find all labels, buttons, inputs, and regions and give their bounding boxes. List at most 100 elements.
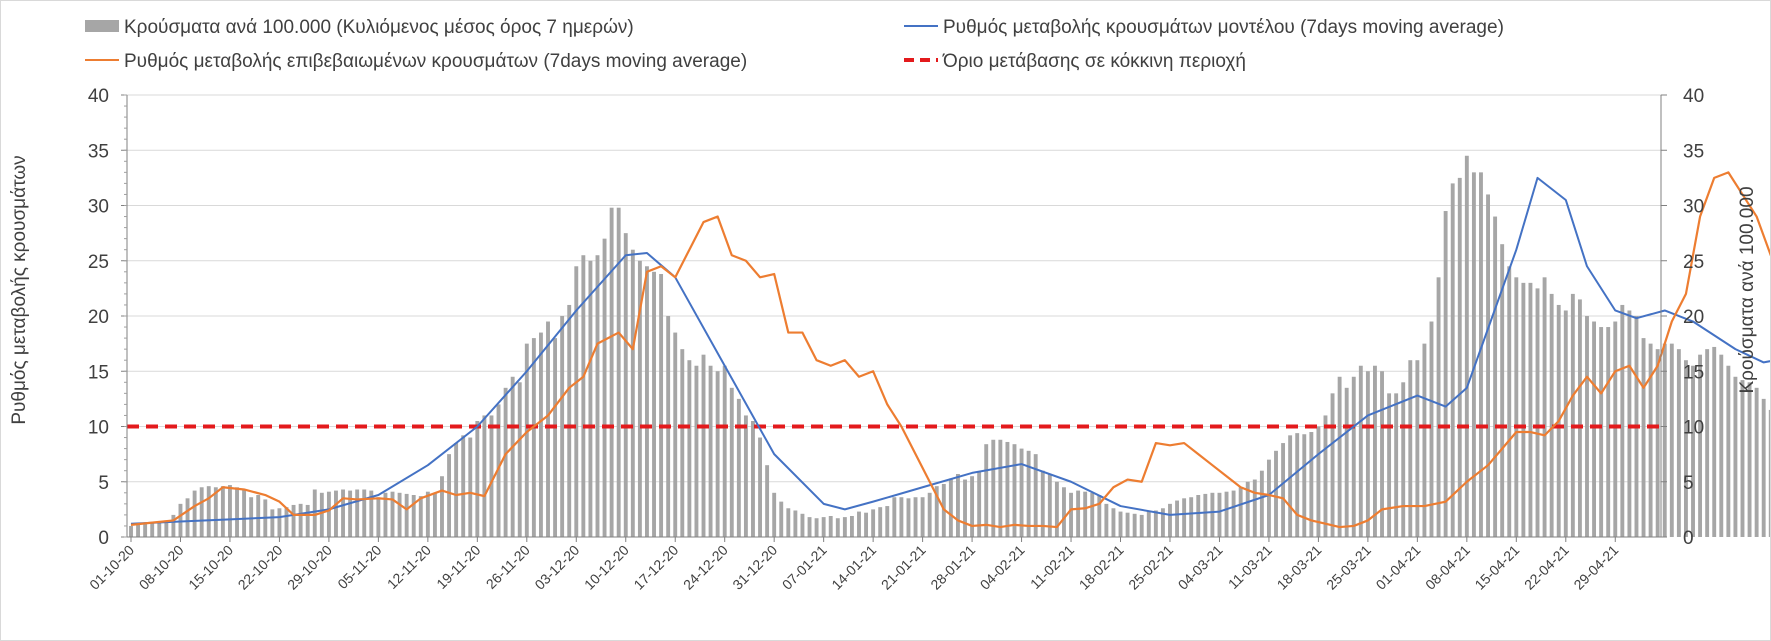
bar — [1415, 360, 1420, 537]
bar — [743, 415, 748, 537]
x-tick-label: 24-12-20 — [680, 542, 731, 593]
bar — [956, 474, 960, 537]
bar — [1464, 155, 1469, 537]
bar — [1097, 495, 1102, 537]
bar — [793, 510, 798, 537]
bar — [510, 376, 515, 537]
bar — [1125, 512, 1130, 537]
bar — [779, 501, 784, 537]
x-tick-label: 01-04-21 — [1373, 542, 1424, 593]
bar — [1613, 321, 1618, 537]
bar — [220, 486, 225, 537]
bar — [1153, 510, 1158, 537]
bar — [920, 497, 925, 537]
bar — [1401, 382, 1406, 537]
bar — [228, 485, 232, 537]
y-right-tick-label: 25 — [1683, 252, 1704, 273]
bar — [136, 523, 141, 537]
bar — [1373, 365, 1377, 537]
bar — [1288, 435, 1293, 537]
bar — [1337, 376, 1342, 537]
line-series — [130, 171, 1770, 529]
bar — [447, 454, 451, 538]
legend-item-model: Ρυθμός μεταβολής κρουσμάτων μοντέλου (7d… — [904, 17, 1504, 38]
bar — [539, 332, 543, 537]
bar — [977, 471, 982, 537]
y-right-tick-label: 35 — [1683, 141, 1704, 162]
y-right-tick-label: 40 — [1683, 86, 1704, 107]
y-right-ticks: 0 5 10 15 20 25 30 35 40 — [1661, 86, 1704, 549]
bar — [637, 260, 642, 537]
bar — [835, 518, 840, 537]
bar — [1684, 360, 1688, 537]
bar — [397, 492, 402, 537]
bar — [1358, 365, 1363, 537]
legend-label: Όριο μετάβασης σε κόκκινη περιοχή — [942, 51, 1246, 72]
bar — [1535, 288, 1540, 538]
bar — [616, 207, 621, 537]
y-right-tick-label: 0 — [1683, 528, 1694, 549]
x-tick-label: 22-04-21 — [1521, 542, 1572, 593]
bar — [701, 354, 706, 537]
bar — [440, 476, 444, 537]
bar — [722, 365, 727, 537]
x-tick-label: 18-03-21 — [1274, 542, 1325, 593]
bar — [1139, 514, 1144, 537]
bar — [574, 266, 579, 537]
bar — [1189, 497, 1194, 537]
x-tick-label: 31-12-20 — [729, 542, 780, 593]
legend-item-cases: Κρούσματα ανά 100.000 (Κυλιόμενος μέσος … — [85, 17, 634, 38]
bar — [1132, 513, 1137, 537]
bar — [305, 504, 310, 537]
bar — [1380, 371, 1384, 537]
bar — [588, 260, 593, 537]
bar — [1259, 470, 1264, 537]
bar — [1047, 474, 1052, 537]
y-right-title: Κρούσματα ανά 100.000 — [1737, 186, 1758, 393]
bar — [383, 492, 388, 537]
bar — [291, 504, 296, 537]
bar — [312, 489, 317, 537]
bar — [1076, 490, 1081, 537]
x-tick-label: 04-03-21 — [1175, 542, 1226, 593]
legend-item-confirmed: Ρυθμός μεταβολής επιβεβαιωμένων κρουσμάτ… — [85, 51, 747, 72]
bar — [1281, 443, 1286, 537]
bar — [1316, 426, 1321, 537]
x-ticks: 01-10-2008-10-2015-10-2022-10-2029-10-20… — [86, 537, 1622, 593]
y-left-tick-label: 15 — [88, 362, 109, 383]
bar — [454, 443, 459, 537]
bar — [1521, 282, 1526, 537]
bar — [1118, 511, 1123, 537]
bar — [1295, 433, 1300, 537]
x-tick-label: 11-02-21 — [1027, 542, 1077, 592]
bar — [991, 439, 996, 537]
bar — [1471, 172, 1476, 537]
x-tick-label: 15-04-21 — [1471, 542, 1522, 593]
bar — [334, 490, 338, 537]
bar — [1090, 492, 1095, 537]
x-tick-label: 08-10-20 — [136, 542, 187, 593]
bar — [1224, 491, 1229, 537]
bar — [249, 497, 254, 537]
bar — [1705, 349, 1710, 537]
y-left-tick-label: 40 — [88, 86, 109, 107]
bar — [1026, 450, 1031, 537]
bar — [821, 517, 826, 537]
legend-item-threshold: Όριο μετάβασης σε κόκκινη περιοχή — [904, 51, 1246, 72]
bar-series-cases — [129, 155, 1770, 538]
bar — [171, 514, 176, 537]
y-left-tick-label: 20 — [88, 307, 109, 328]
bar — [1069, 492, 1073, 537]
bar — [432, 492, 437, 537]
bar — [1712, 346, 1717, 537]
bar — [970, 476, 975, 537]
bar — [934, 486, 939, 537]
bar — [751, 420, 755, 537]
x-tick-label: 25-03-21 — [1323, 542, 1374, 593]
bar — [185, 498, 190, 537]
bar — [828, 516, 833, 537]
bar — [235, 487, 239, 537]
bar — [1761, 398, 1766, 538]
bar — [885, 506, 890, 537]
